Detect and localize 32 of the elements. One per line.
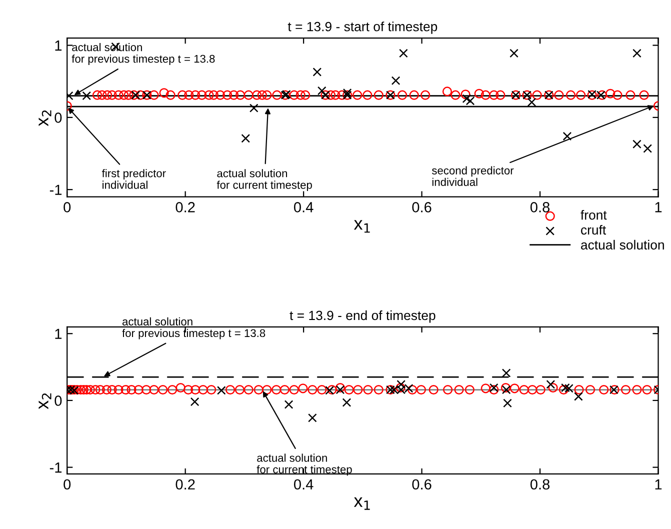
y-axis-title: x$_{2}$ <box>38 110 52 126</box>
legend-label: cruft <box>581 224 606 235</box>
x-tick-label: 0.6 <box>412 479 432 490</box>
annotation: actual solution for previous timestep t = 13.8 <box>122 317 266 340</box>
y-tick-label: 0 <box>54 396 62 406</box>
annotation: second predictor individual <box>432 166 514 186</box>
x-tick-label: 0.8 <box>530 202 550 212</box>
y-tick-label: 0 <box>54 112 62 123</box>
x-tick-label: 0.2 <box>176 202 195 212</box>
y-axis-title: x$_{2}$ <box>38 393 52 410</box>
x-axis-title: x$_{1}$ <box>354 497 370 510</box>
y-tick-label: 1 <box>55 328 62 339</box>
legend-label: actual solution <box>581 240 664 250</box>
x-tick-label: 0.2 <box>176 479 195 490</box>
y-tick-label: 1 <box>55 40 62 51</box>
x-tick-label: 0 <box>64 202 71 212</box>
x-tick-label: 0.4 <box>294 479 314 490</box>
legend-label: front <box>580 210 607 220</box>
y-tick-label: -1 <box>50 462 62 473</box>
chart-title: t = 13.9 - start of timestep <box>288 22 438 34</box>
x-tick-label: 0.6 <box>412 202 432 212</box>
annotation: first predictor individual <box>102 169 166 189</box>
annotation: actual solution for current timestep <box>256 454 352 476</box>
x-tick-label: 0.4 <box>294 202 314 212</box>
annotation: actual solution for current timestep <box>216 169 312 192</box>
x-tick-label: 0.8 <box>530 479 550 490</box>
y-tick-label: -1 <box>50 184 62 195</box>
x-axis-title: x$_{1}$ <box>354 220 370 233</box>
x-tick-label: 1 <box>655 202 662 212</box>
x-tick-label: 1 <box>655 479 662 490</box>
x-tick-label: 0 <box>64 479 71 490</box>
chart-title: t = 13.9 - end of timestep <box>290 310 436 323</box>
